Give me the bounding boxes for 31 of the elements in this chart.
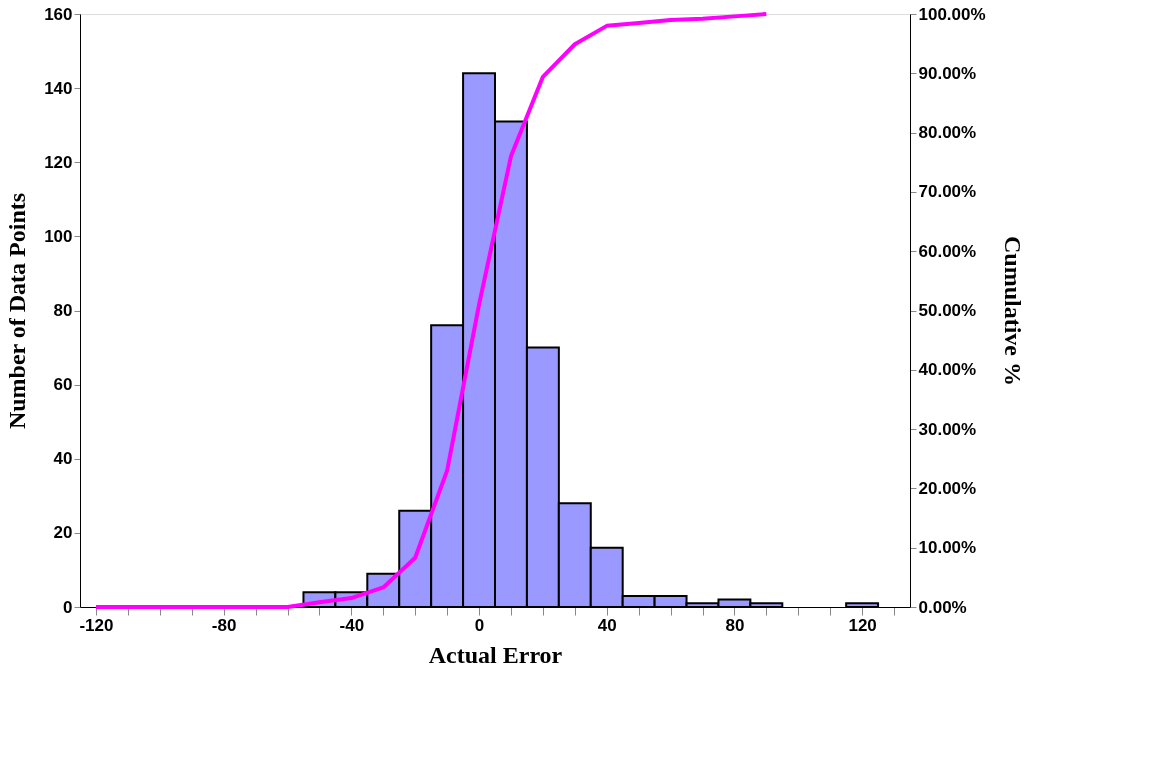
y2-tick-label: 90.00% bbox=[918, 63, 977, 83]
y2-tick-label: 50.00% bbox=[918, 301, 977, 320]
line-series bbox=[93, 12, 769, 609]
y2-axis-title: Cumulative % bbox=[999, 236, 1026, 386]
y2-tick-label: 80.00% bbox=[918, 123, 977, 143]
x-tick-label: 120 bbox=[848, 615, 877, 635]
y2-tick-label: 10.00% bbox=[918, 538, 977, 558]
y-tick-label: 80 bbox=[53, 301, 73, 320]
y-tick-label: 60 bbox=[53, 375, 73, 395]
x-axis-title: Actual Error bbox=[428, 641, 563, 668]
y-tick-label: 20 bbox=[53, 523, 73, 543]
y-tick-label: 160 bbox=[44, 4, 73, 24]
y2-tick-label: 40.00% bbox=[918, 360, 977, 380]
y-tick-label: 0 bbox=[63, 597, 73, 617]
y2-tick-label: 100.00% bbox=[918, 4, 986, 24]
y2-tick-label: 0.00% bbox=[918, 597, 967, 617]
y2-tick-label: 20.00% bbox=[918, 478, 977, 498]
x-tick-label: 0 bbox=[474, 615, 485, 635]
y2-tick-label: 30.00% bbox=[918, 419, 977, 439]
x-tick-label: 80 bbox=[725, 615, 745, 635]
y-tick-label: 40 bbox=[53, 449, 73, 469]
y-tick-label: 100 bbox=[44, 226, 73, 246]
y-tick-label: 140 bbox=[44, 78, 73, 98]
x-tick-label: -80 bbox=[211, 615, 237, 635]
y2-tick-label: 60.00% bbox=[918, 241, 977, 261]
x-tick-label: 40 bbox=[597, 615, 617, 635]
y2-tick-label: 70.00% bbox=[918, 182, 977, 202]
y-tick-label: 120 bbox=[44, 152, 73, 172]
y-axis-title: Number of Data Points bbox=[4, 192, 31, 430]
x-tick-label: -120 bbox=[79, 615, 114, 635]
x-tick-label: -40 bbox=[339, 615, 365, 635]
